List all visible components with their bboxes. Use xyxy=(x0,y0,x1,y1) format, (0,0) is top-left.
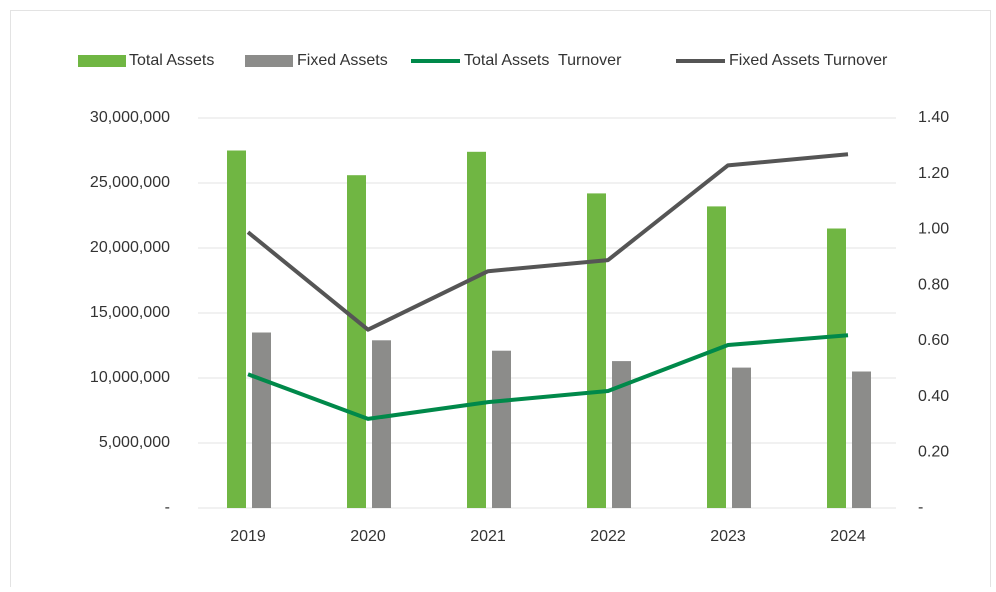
x-tick-label: 2022 xyxy=(590,528,626,545)
y2-tick-label: 0.20 xyxy=(918,444,949,461)
legend-label: Fixed Assets Turnover xyxy=(729,52,888,69)
bar xyxy=(707,206,726,508)
line xyxy=(246,152,849,332)
bar xyxy=(612,361,631,508)
y-tick-label: - xyxy=(165,499,170,516)
y-tick-label: 25,000,000 xyxy=(90,174,170,191)
x-tick-label: 2023 xyxy=(710,528,746,545)
legend-swatch xyxy=(78,55,126,67)
y2-tick-label: 0.40 xyxy=(918,388,949,405)
legend-swatch xyxy=(245,55,293,67)
x-tick-label: 2019 xyxy=(230,528,266,545)
bar xyxy=(347,175,366,508)
line xyxy=(247,333,849,421)
y2-tick-label: - xyxy=(918,499,923,516)
bar xyxy=(227,150,246,508)
y2-tick-label: 0.60 xyxy=(918,332,949,349)
y2-tick-label: 1.40 xyxy=(918,109,949,126)
y-tick-label: 20,000,000 xyxy=(90,239,170,256)
x-tick-label: 2024 xyxy=(830,528,866,545)
y2-tick-label: 0.80 xyxy=(918,276,949,293)
legend-label: Total Assets Turnover xyxy=(464,52,622,69)
y-tick-label: 5,000,000 xyxy=(99,434,170,451)
bar xyxy=(827,228,846,508)
x-tick-label: 2021 xyxy=(470,528,506,545)
y-tick-label: 30,000,000 xyxy=(90,109,170,126)
x-tick-label: 2020 xyxy=(350,528,386,545)
bar xyxy=(732,367,751,508)
y-tick-label: 10,000,000 xyxy=(90,369,170,386)
legend-label: Fixed Assets xyxy=(297,52,388,69)
y-tick-label: 15,000,000 xyxy=(90,304,170,321)
bar xyxy=(852,371,871,508)
y2-tick-label: 1.00 xyxy=(918,221,949,238)
bar xyxy=(372,340,391,508)
bar xyxy=(252,332,271,508)
legend-label: Total Assets xyxy=(129,52,214,69)
y2-tick-label: 1.20 xyxy=(918,165,949,182)
bar xyxy=(492,350,511,508)
bar xyxy=(587,193,606,508)
bar xyxy=(467,151,486,509)
